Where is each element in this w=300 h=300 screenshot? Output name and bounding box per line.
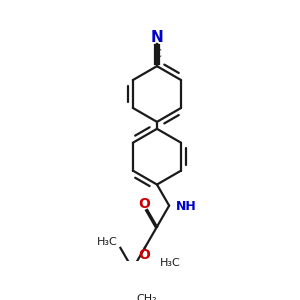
Text: C: C — [154, 49, 161, 59]
Text: O: O — [138, 248, 150, 262]
Text: N: N — [151, 30, 163, 45]
Text: H₃C: H₃C — [160, 258, 180, 268]
Text: H₃C: H₃C — [97, 237, 118, 247]
Text: CH₂: CH₂ — [136, 294, 157, 300]
Text: NH: NH — [176, 200, 197, 213]
Text: O: O — [139, 197, 151, 211]
